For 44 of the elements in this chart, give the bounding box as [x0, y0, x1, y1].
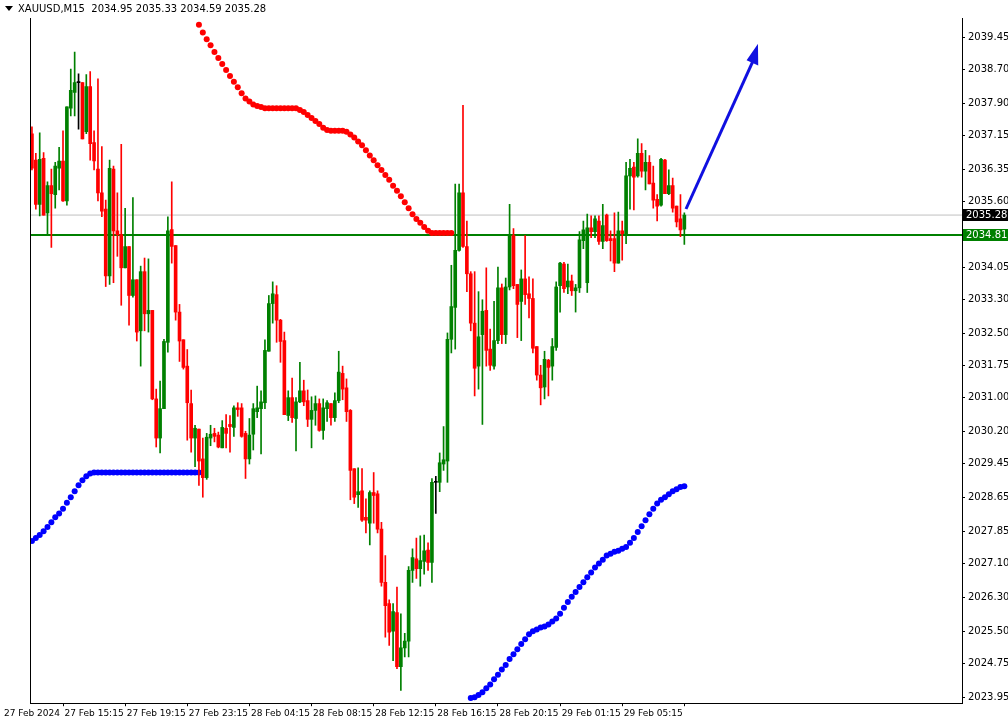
y-tick-label: 2027.85 [968, 524, 1008, 536]
y-tick-label: 2032.50 [968, 326, 1008, 338]
candlestick [632, 161, 636, 211]
y-tick-label: 2031.00 [968, 390, 1008, 402]
x-tick-label: 28 Feb 12:15 [375, 707, 435, 718]
candlestick [433, 476, 438, 514]
candlestick [589, 215, 593, 238]
x-tick-label: 28 Feb 16:15 [437, 707, 497, 718]
candlestick [224, 414, 228, 449]
y-tick-label: 2027.10 [968, 556, 1008, 568]
y-tick-label: 2030.20 [968, 424, 1008, 436]
y-tick-label: 2025.50 [968, 624, 1008, 636]
candlestick [228, 415, 232, 453]
y-tick-label: 2029.45 [968, 456, 1008, 468]
y-tick-label: 2033.30 [968, 292, 1008, 304]
candlestick [356, 467, 360, 508]
x-tick-label: 27 Feb 2024 [3, 707, 61, 718]
y-tick-label: 2039.45 [968, 31, 1008, 43]
y-tick-label: 2034.05 [968, 260, 1008, 272]
y-tick-label: 2026.30 [968, 590, 1008, 602]
ref-line-label: 2035.28 [966, 208, 1008, 220]
ref-line-label: 2034.81 [966, 228, 1008, 240]
x-tick-label: 28 Feb 08:15 [313, 707, 373, 718]
x-tick-label: 27 Feb 23:15 [188, 707, 248, 718]
candlestick [566, 263, 570, 295]
y-tick-label: 2036.35 [968, 163, 1008, 175]
y-tick-label: 2028.65 [968, 490, 1008, 502]
x-tick-label: 29 Feb 01:15 [561, 707, 621, 718]
x-tick-label: 28 Feb 04:15 [250, 707, 310, 718]
x-tick-label: 27 Feb 19:15 [126, 707, 186, 718]
candlestick [620, 220, 625, 261]
y-tick-label: 2037.15 [968, 129, 1008, 141]
candlestick [399, 613, 403, 691]
y-tick-label: 2037.90 [968, 97, 1008, 109]
x-tick-label: 29 Feb 05:15 [623, 707, 683, 718]
chart-title: XAUUSD,M15 2034.95 2035.33 2034.59 2035.28 [18, 3, 267, 14]
y-tick-label: 2023.95 [968, 690, 1008, 702]
x-tick-label: 28 Feb 20:15 [499, 707, 559, 718]
x-tick-label: 27 Feb 15:15 [64, 707, 124, 718]
y-tick-label: 2024.75 [968, 656, 1008, 668]
y-tick-label: 2035.60 [968, 195, 1008, 207]
candlestick [193, 424, 197, 467]
y-tick-label: 2038.70 [968, 63, 1008, 75]
y-tick-label: 2031.75 [968, 358, 1008, 370]
